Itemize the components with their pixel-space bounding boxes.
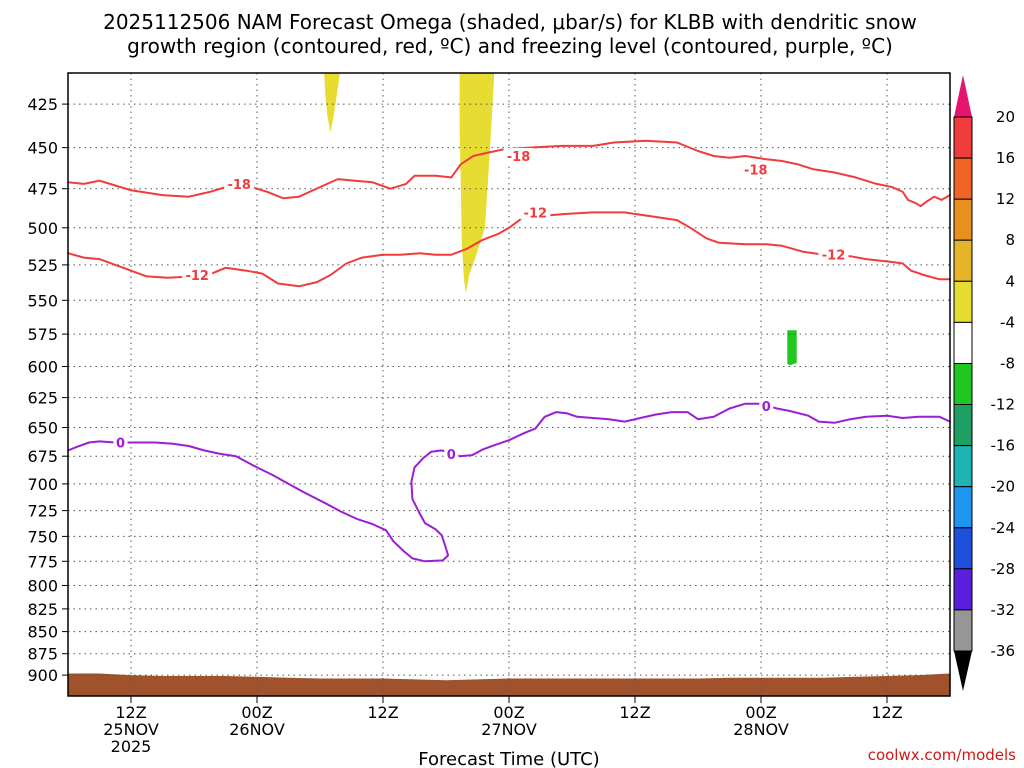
contour-label: 0 — [762, 400, 771, 415]
y-tick-label: 700 — [27, 475, 58, 494]
contour-label-bg — [182, 267, 213, 282]
contour-line — [67, 402, 951, 563]
x-axis-label: Forecast Time (UTC) — [418, 749, 599, 768]
x-tick-label: 12Z — [871, 703, 902, 722]
x-tick-label: 27NOV — [481, 720, 537, 739]
credit-text[interactable]: coolwx.com/models — [868, 746, 1016, 764]
y-tick-label: 425 — [27, 95, 58, 114]
y-tick-label: 875 — [27, 645, 58, 664]
colorbar-box — [953, 486, 973, 529]
y-tick-label: 900 — [27, 666, 58, 685]
contour-label: -12 — [185, 269, 209, 284]
colorbar-top-arrow — [954, 75, 972, 117]
colorbar-bottom-arrow — [954, 651, 972, 691]
contour-label: 0 — [116, 437, 125, 452]
omega-region — [324, 73, 340, 133]
y-tick-label: 650 — [27, 419, 58, 438]
x-tick-label: 28NOV — [733, 720, 789, 739]
y-tick-label: 800 — [27, 577, 58, 596]
colorbar-box — [953, 198, 973, 241]
colorbar-label: -12 — [991, 396, 1016, 414]
colorbar-box — [953, 568, 973, 611]
x-tick-label: 26NOV — [229, 720, 285, 739]
colorbar-label: -20 — [991, 478, 1016, 496]
y-tick-label: 750 — [27, 527, 58, 546]
y-tick-label: 500 — [27, 219, 58, 238]
colorbar-box — [953, 116, 973, 159]
colorbar-label: 20 — [996, 108, 1015, 126]
x-tick-label: 00Z — [493, 703, 524, 722]
contour-label-bg — [740, 161, 771, 177]
colorbar-label: 16 — [996, 149, 1015, 167]
colorbar-label: 4 — [1005, 272, 1015, 290]
omega-region — [787, 330, 797, 366]
contour-label: -18 — [227, 178, 251, 193]
y-tick-label: 525 — [27, 256, 58, 275]
omega-shading — [324, 73, 797, 366]
contour-label-bg — [818, 246, 849, 262]
x-tick-label: 12Z — [619, 703, 650, 722]
colorbar-box — [953, 157, 973, 200]
colorbar-label: -8 — [1000, 355, 1015, 373]
x-tick-label: 12Z — [367, 703, 398, 722]
colorbar-label: -4 — [1000, 313, 1015, 331]
contour-label: -12 — [524, 206, 548, 221]
contour-labels: -18 -18 -18 -12 -12 -12 0 0 0 — [113, 148, 849, 463]
contour-label-bg — [224, 175, 255, 191]
colorbar-label: -16 — [991, 437, 1016, 455]
contour-label-bg — [759, 398, 774, 414]
colorbar-box — [953, 280, 973, 323]
y-tick-label: 575 — [27, 325, 58, 344]
colorbar-label: -24 — [991, 519, 1016, 537]
contour-label-bg — [444, 445, 459, 461]
contour-label-bg — [520, 204, 551, 220]
x-tick-label: 00Z — [241, 703, 272, 722]
colorbar: 20 16 12 8 4 -4 -8 -12 -16 -20 -24 -28 -32 -36 — [953, 75, 1016, 691]
colorbar-box — [953, 321, 973, 364]
y-tick-label: 825 — [27, 600, 58, 619]
contour-label: 0 — [447, 448, 456, 463]
colorbar-box — [953, 239, 973, 282]
grid-lines — [68, 73, 950, 696]
y-tick-label: 600 — [27, 358, 58, 377]
colorbar-label: -28 — [991, 560, 1016, 578]
contour-label: -18 — [744, 163, 768, 178]
y-tick-label: 450 — [27, 139, 58, 158]
y-tick-label: 475 — [27, 180, 58, 199]
y-tick-label: 625 — [27, 389, 58, 408]
title-line-2: growth region (contoured, red, ºC) and f… — [127, 34, 893, 58]
x-tick-label: 00Z — [745, 703, 776, 722]
contour-label-bg — [113, 434, 128, 450]
contour-label: -18 — [507, 150, 531, 165]
omega-region — [459, 73, 495, 294]
x-tick-label: 2025 — [111, 737, 152, 756]
y-tick-label: 675 — [27, 447, 58, 466]
y-tick-label: 550 — [27, 291, 58, 310]
x-tick-label: 12Z — [115, 703, 146, 722]
x-tick-label: 25NOV — [103, 720, 159, 739]
contour-label-bg — [503, 148, 534, 163]
y-axis: 425 450 475 500 525 550 575 600 625 650 675 700 725 7… — [27, 95, 68, 685]
y-tick-label: 725 — [27, 502, 58, 521]
colorbar-label: 8 — [1005, 231, 1015, 249]
colorbar-label: 12 — [996, 190, 1015, 208]
colorbar-label: -36 — [991, 642, 1016, 660]
colorbar-box — [953, 363, 973, 406]
colorbar-box — [953, 445, 973, 488]
title-line-1: 2025112506 NAM Forecast Omega (shaded, μ… — [103, 10, 917, 34]
colorbar-box — [953, 609, 973, 652]
y-tick-label: 850 — [27, 623, 58, 642]
contour-label: -12 — [822, 249, 846, 264]
y-tick-label: 775 — [27, 552, 58, 571]
colorbar-label: -32 — [991, 601, 1016, 619]
colorbar-box — [953, 404, 973, 447]
colorbar-box — [953, 527, 973, 570]
